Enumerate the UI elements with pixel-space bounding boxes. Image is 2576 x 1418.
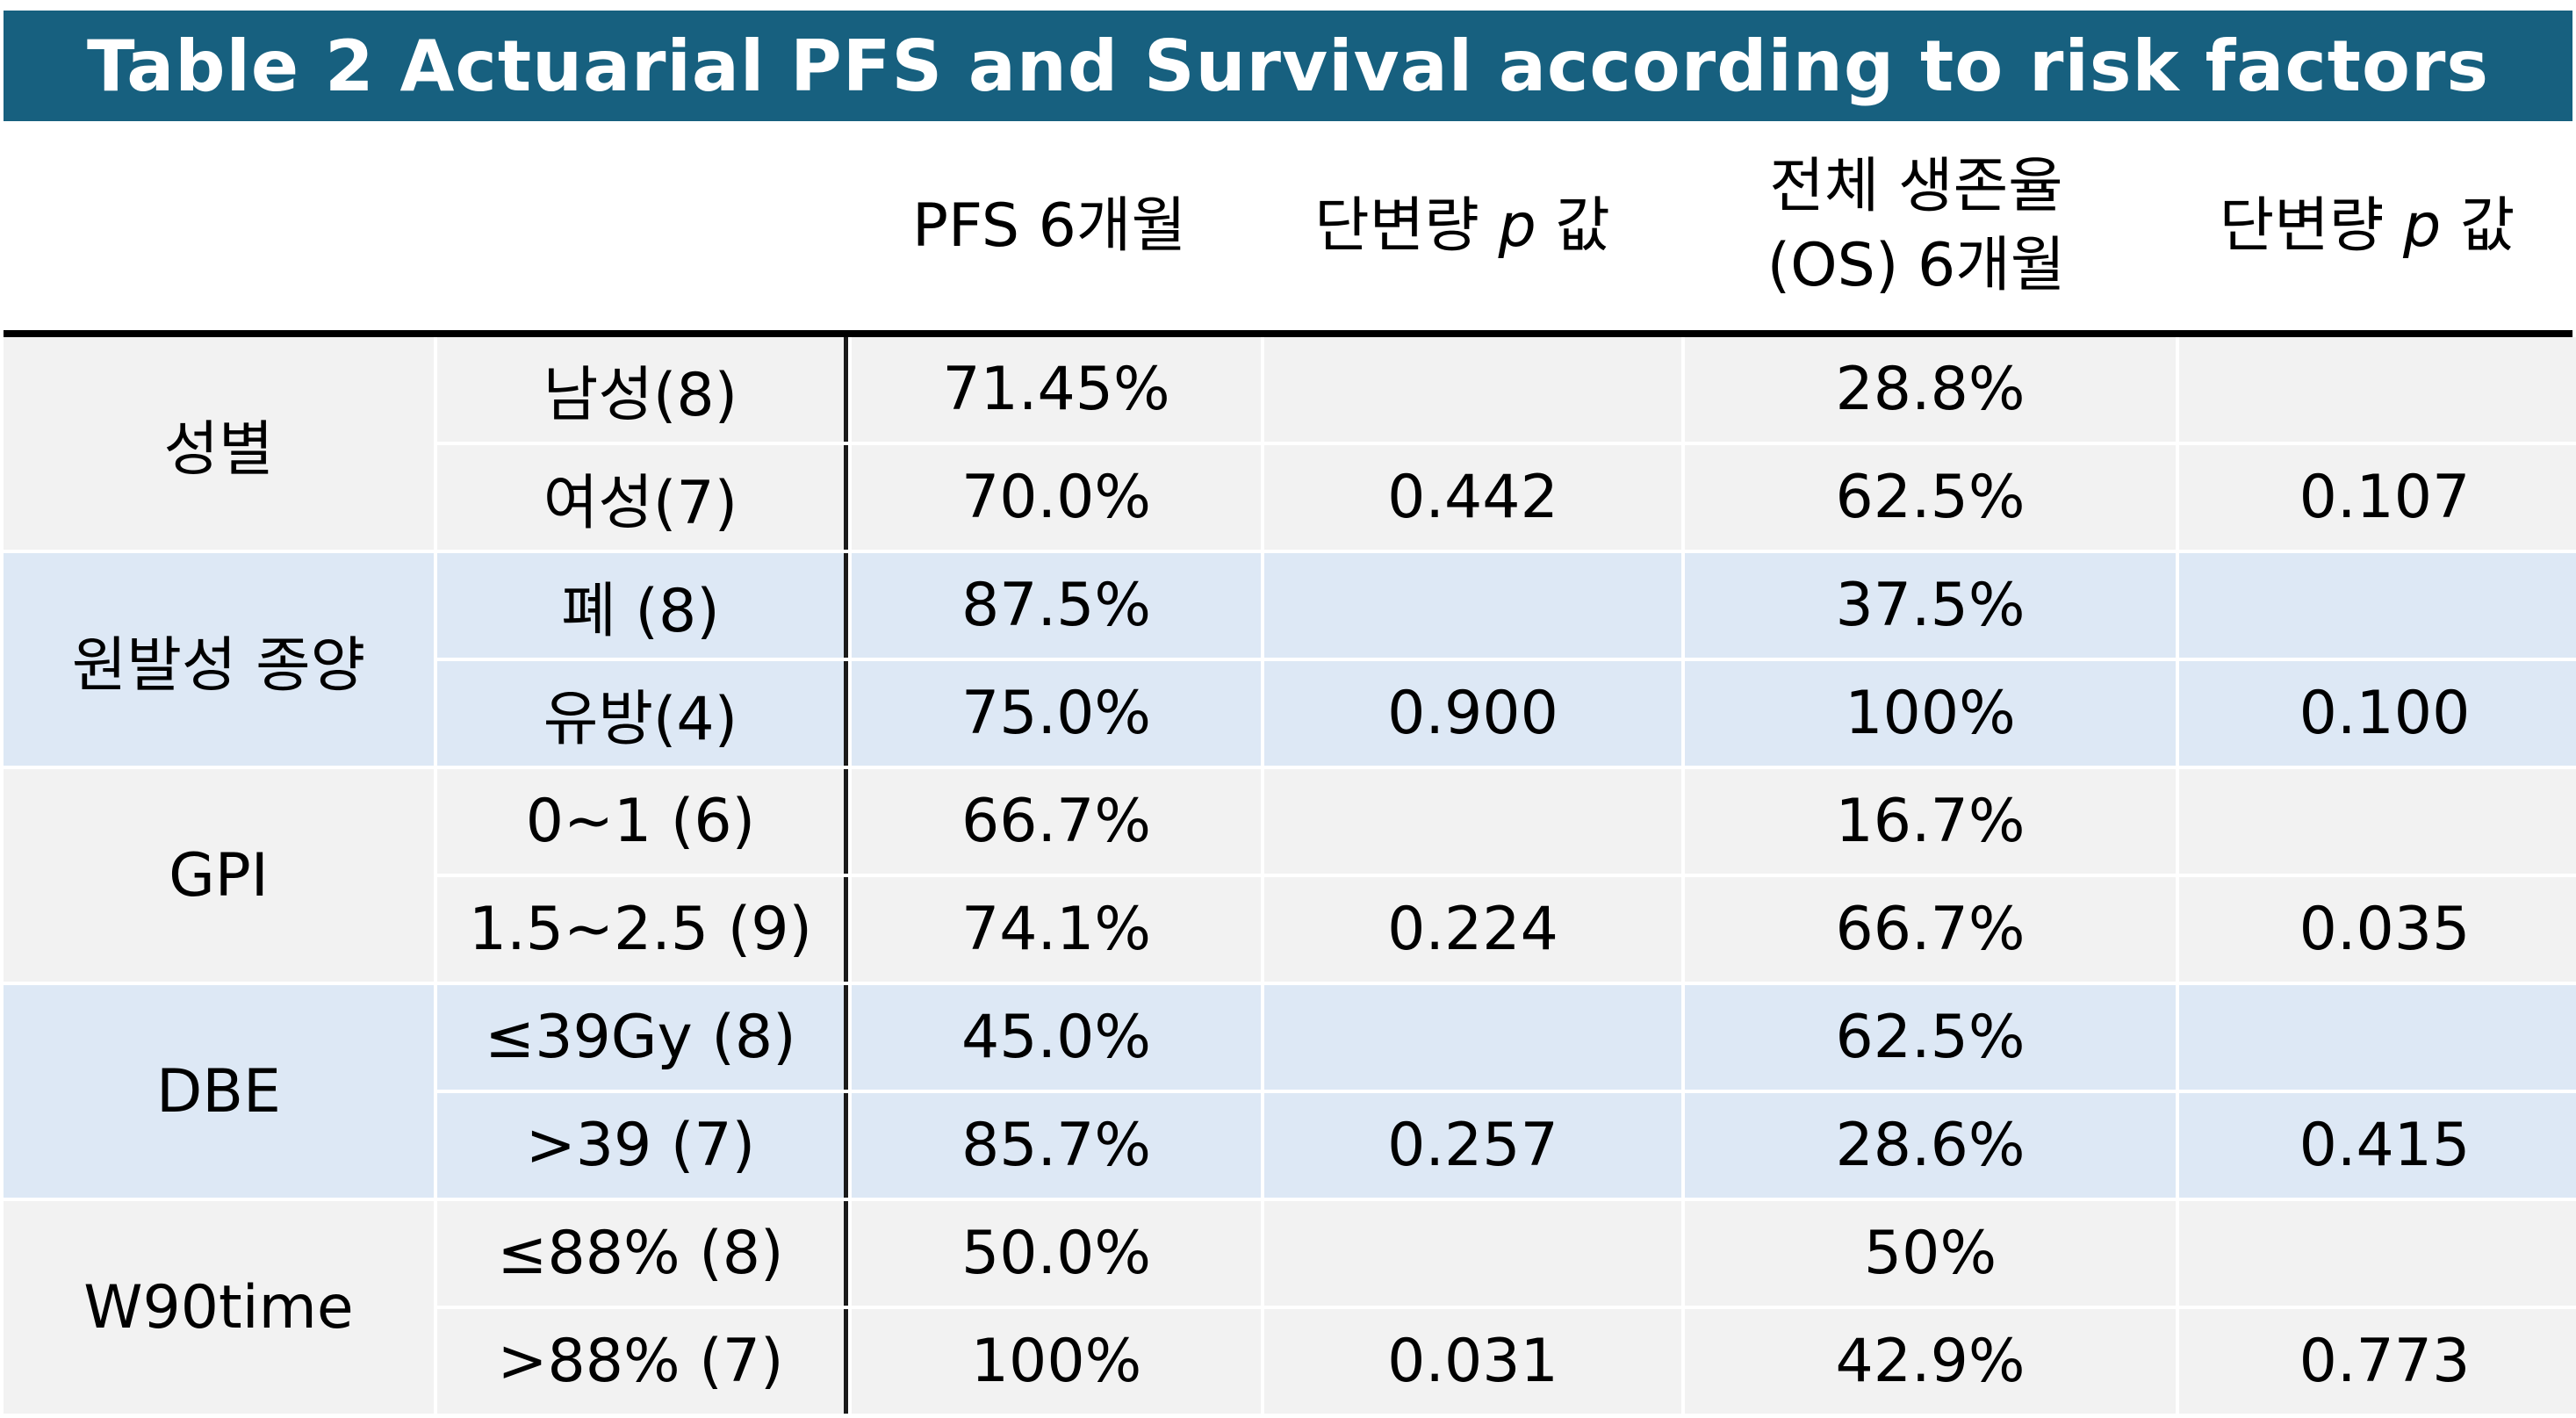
group-label: DBE bbox=[4, 985, 434, 1198]
header-os-line1: 전체 생존율 bbox=[1769, 152, 2063, 221]
subgroup-cell: 여성(7) bbox=[437, 445, 848, 550]
pfs-p-value-cell bbox=[1264, 769, 1681, 874]
os-cell: 100% bbox=[1685, 661, 2176, 766]
pfs-cell: 50.0% bbox=[852, 1201, 1261, 1306]
pfs-p-value-cell: 0.224 bbox=[1264, 877, 1681, 982]
pfs-cell: 45.0% bbox=[852, 985, 1261, 1090]
header-p-suffix: 값 bbox=[1555, 191, 1610, 261]
header-p-prefix: 단변량 bbox=[1314, 191, 1479, 261]
table-title: Table 2 Actuarial PFS and Survival accor… bbox=[4, 11, 2572, 121]
pfs-p-value-cell bbox=[1264, 1201, 1681, 1306]
subgroup-cell: 폐 (8) bbox=[437, 553, 848, 658]
os-cell: 16.7% bbox=[1685, 769, 2176, 874]
header-os: 전체 생존율 (OS) 6개월 bbox=[1671, 123, 2162, 330]
pfs-cell: 87.5% bbox=[852, 553, 1261, 658]
subgroup-cell: 0~1 (6) bbox=[437, 769, 848, 874]
os-p-value-cell: 0.415 bbox=[2179, 1093, 2576, 1198]
os-cell: 50% bbox=[1685, 1201, 2176, 1306]
header-p-suffix: 값 bbox=[2459, 191, 2515, 261]
header-os-line2: (OS) 6개월 bbox=[1767, 231, 2066, 300]
os-p-value-cell bbox=[2179, 985, 2576, 1090]
header-p-prefix: 단변량 bbox=[2219, 191, 2385, 261]
header-p-value-os: 단변량 p 값 bbox=[2162, 123, 2572, 330]
subgroup-cell: 유방(4) bbox=[437, 661, 848, 766]
os-cell: 42.9% bbox=[1685, 1309, 2176, 1414]
header-p-symbol: p bbox=[2402, 191, 2442, 261]
subgroup-cell: ≤39Gy (8) bbox=[437, 985, 848, 1090]
header-divider bbox=[4, 330, 2572, 337]
group-label: GPI bbox=[4, 769, 434, 982]
header-blank bbox=[4, 123, 845, 330]
pfs-p-value-cell: 0.442 bbox=[1264, 445, 1681, 550]
pfs-p-value-cell: 0.900 bbox=[1264, 661, 1681, 766]
os-p-value-cell: 0.773 bbox=[2179, 1309, 2576, 1414]
pfs-cell: 70.0% bbox=[852, 445, 1261, 550]
pfs-cell: 75.0% bbox=[852, 661, 1261, 766]
group-label: 원발성 종양 bbox=[4, 553, 434, 766]
subgroup-cell: >88% (7) bbox=[437, 1309, 848, 1414]
pfs-cell: 100% bbox=[852, 1309, 1261, 1414]
os-cell: 66.7% bbox=[1685, 877, 2176, 982]
header-p-value-pfs: 단변량 p 값 bbox=[1254, 123, 1671, 330]
os-p-value-cell: 0.100 bbox=[2179, 661, 2576, 766]
table-header: PFS 6개월 단변량 p 값 전체 생존율 (OS) 6개월 단변량 p 값 bbox=[4, 123, 2572, 330]
os-cell: 28.6% bbox=[1685, 1093, 2176, 1198]
subgroup-cell: ≤88% (8) bbox=[437, 1201, 848, 1306]
header-pfs: PFS 6개월 bbox=[911, 191, 1187, 261]
pfs-cell: 66.7% bbox=[852, 769, 1261, 874]
header-p-symbol: p bbox=[1498, 191, 1536, 261]
os-cell: 28.8% bbox=[1685, 337, 2176, 442]
os-p-value-cell bbox=[2179, 337, 2576, 442]
os-cell: 62.5% bbox=[1685, 985, 2176, 1090]
table-body: 성별 남성(8) 71.45% 28.8% 여성(7) 70.0% 0.442 62.5% 0.… bbox=[4, 337, 2576, 1417]
pfs-cell: 85.7% bbox=[852, 1093, 1261, 1198]
subgroup-cell: 남성(8) bbox=[437, 337, 848, 442]
pfs-p-value-cell bbox=[1264, 553, 1681, 658]
pfs-p-value-cell: 0.257 bbox=[1264, 1093, 1681, 1198]
pfs-p-value-cell bbox=[1264, 337, 1681, 442]
group-label: W90time bbox=[4, 1201, 434, 1414]
os-p-value-cell bbox=[2179, 1201, 2576, 1306]
os-p-value-cell: 0.035 bbox=[2179, 877, 2576, 982]
pfs-cell: 71.45% bbox=[852, 337, 1261, 442]
os-p-value-cell bbox=[2179, 769, 2576, 874]
os-p-value-cell bbox=[2179, 553, 2576, 658]
pfs-p-value-cell bbox=[1264, 985, 1681, 1090]
pfs-cell: 74.1% bbox=[852, 877, 1261, 982]
subgroup-cell: >39 (7) bbox=[437, 1093, 848, 1198]
pfs-p-value-cell: 0.031 bbox=[1264, 1309, 1681, 1414]
group-label: 성별 bbox=[4, 337, 434, 550]
os-cell: 37.5% bbox=[1685, 553, 2176, 658]
os-cell: 62.5% bbox=[1685, 445, 2176, 550]
os-p-value-cell: 0.107 bbox=[2179, 445, 2576, 550]
subgroup-cell: 1.5~2.5 (9) bbox=[437, 877, 848, 982]
